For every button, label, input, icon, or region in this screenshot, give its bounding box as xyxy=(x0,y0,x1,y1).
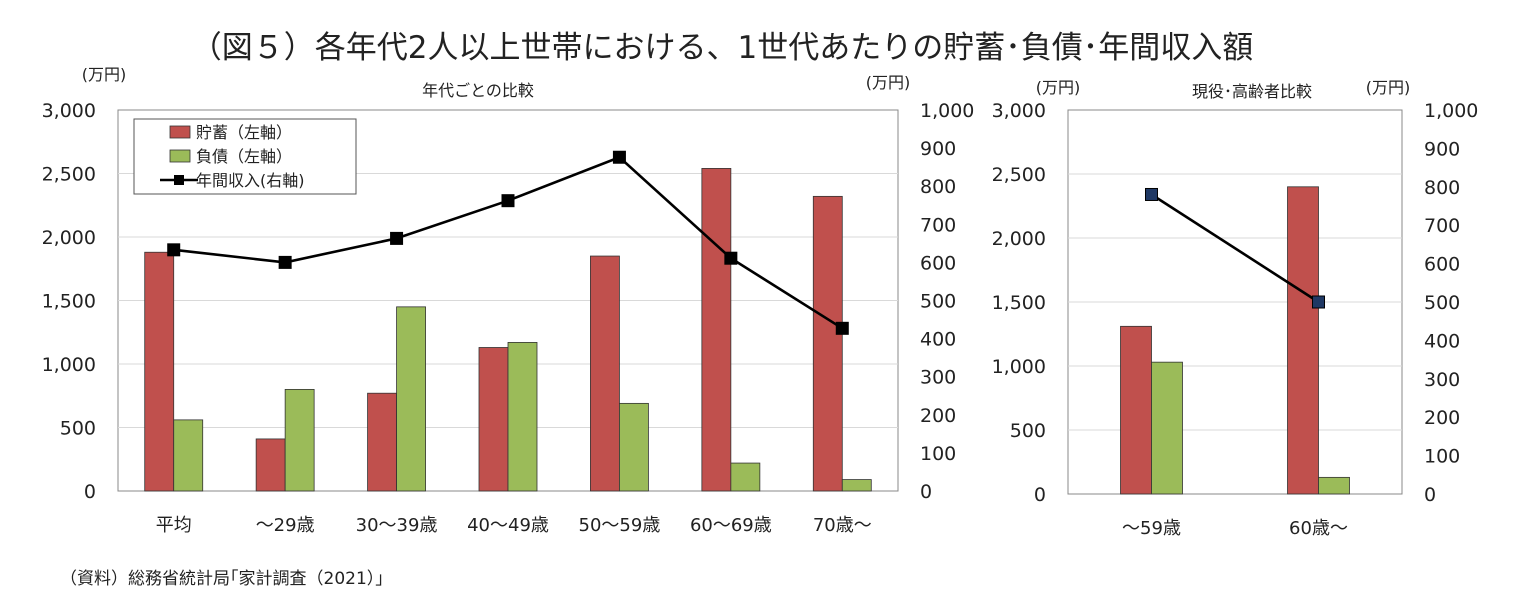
income-marker xyxy=(278,255,292,269)
y-right-tick-label: 600 xyxy=(920,252,956,274)
income-marker xyxy=(501,194,515,208)
y-left-tick-label: 2,500 xyxy=(42,164,96,186)
panel-subtitle: 現役･高齢者比較 xyxy=(1192,82,1312,101)
y-left-tick-label: 1,500 xyxy=(992,292,1046,314)
x-tick-label: ～29歳 xyxy=(256,515,315,536)
income-marker xyxy=(612,150,626,164)
legend-label: 負債（左軸） xyxy=(196,147,292,166)
chart-title: （図５）各年代2人以上世帯における、1世代あたりの貯蓄･負債･年間収入額 xyxy=(191,30,1253,66)
y-left-tick-label: 1,000 xyxy=(42,354,96,376)
panel-by-age: 0 500 1,000 1,500 2,000 2,500 3,000 0 100 200 300 4… xyxy=(42,65,975,536)
y-right-tick-label: 1,000 xyxy=(920,100,974,122)
y-left-tick-label: 2,000 xyxy=(42,227,96,249)
income-marker xyxy=(390,231,404,245)
legend: 貯蓄（左軸） 負債（左軸） 年間収入(右軸) xyxy=(133,118,357,195)
y-left-unit: (万円) xyxy=(82,65,127,84)
y-right-tick-label: 800 xyxy=(920,176,956,198)
y-right-tick-label: 400 xyxy=(1424,330,1460,352)
y-right-unit: (万円) xyxy=(1366,78,1411,97)
bar-debt xyxy=(396,306,426,492)
bar-savings xyxy=(255,438,286,492)
y-right-tick-label: 100 xyxy=(920,443,956,465)
y-right-unit: (万円) xyxy=(866,73,911,92)
bar-savings xyxy=(701,168,732,492)
y-left-tick-label: 1,000 xyxy=(992,356,1046,378)
bar-savings xyxy=(1287,186,1319,495)
y-left-tick-label: 2,500 xyxy=(992,164,1046,186)
y-right-tick-label: 0 xyxy=(1424,484,1436,506)
bar-debt xyxy=(1318,476,1350,495)
bar-debt xyxy=(841,479,872,492)
bar-savings xyxy=(144,251,175,492)
legend-swatch-debt xyxy=(169,149,191,163)
income-marker xyxy=(724,251,738,265)
y-left-tick-label: 3,000 xyxy=(42,100,96,122)
legend-swatch-savings xyxy=(169,125,191,139)
y-right-tick-label: 500 xyxy=(1424,292,1460,314)
bar-savings xyxy=(812,195,843,492)
bar-debt xyxy=(284,388,315,492)
panel-subtitle: 年代ごとの比較 xyxy=(422,81,534,100)
bar-debt xyxy=(507,342,538,492)
legend-label: 年間収入(右軸) xyxy=(196,171,305,190)
y-right-tick-label: 900 xyxy=(920,138,956,160)
x-tick-label: 40～49歳 xyxy=(467,515,549,536)
income-marker xyxy=(1312,295,1325,309)
x-tick-label: 平均 xyxy=(156,515,192,536)
panel-working-vs-elderly: 0 500 1,000 1,500 2,000 2,500 3,000 0 100 200 300 4… xyxy=(992,78,1479,539)
y-left-tick-label: 1,500 xyxy=(42,291,96,313)
y-right-tick-label: 600 xyxy=(1424,254,1460,276)
y-right-tick-label: 300 xyxy=(1424,369,1460,391)
income-marker xyxy=(167,243,181,257)
y-left-tick-label: 500 xyxy=(1010,420,1046,442)
y-left-tick-label: 3,000 xyxy=(992,100,1046,122)
y-right-tick-label: 400 xyxy=(920,329,956,351)
x-tick-label: 30～39歳 xyxy=(356,515,438,536)
y-left-tick-label: 0 xyxy=(1034,484,1046,506)
bar-savings xyxy=(590,255,620,492)
bar-debt xyxy=(730,462,761,492)
y-right-tick-label: 200 xyxy=(1424,407,1460,429)
bar-savings xyxy=(367,392,397,492)
y-right-tick-label: 500 xyxy=(920,291,956,313)
y-left-tick-label: 2,000 xyxy=(992,228,1046,250)
x-tick-label: ～59歳 xyxy=(1122,518,1181,539)
y-left-unit: (万円) xyxy=(1036,78,1081,97)
bar-savings xyxy=(478,347,509,492)
bar-debt xyxy=(173,419,204,492)
y-right-tick-label: 1,000 xyxy=(1424,100,1478,122)
x-tick-label: 60～69歳 xyxy=(690,515,772,536)
y-right-tick-label: 900 xyxy=(1424,138,1460,160)
source-note: （資料）総務省統計局｢家計調査（2021）｣ xyxy=(60,569,384,589)
income-marker xyxy=(1145,187,1158,201)
income-marker xyxy=(835,321,849,335)
y-left-tick-label: 500 xyxy=(60,418,96,440)
y-right-tick-label: 100 xyxy=(1424,446,1460,468)
x-tick-label: 60歳～ xyxy=(1289,518,1348,539)
legend-label: 貯蓄（左軸） xyxy=(196,123,292,142)
y-right-tick-label: 700 xyxy=(1424,215,1460,237)
bar-savings xyxy=(1120,325,1152,495)
x-tick-label: 50～59歳 xyxy=(579,515,661,536)
legend-box xyxy=(133,118,357,195)
bar-debt xyxy=(619,402,649,492)
x-tick-label: 70歳～ xyxy=(813,515,872,536)
y-right-tick-label: 700 xyxy=(920,214,956,236)
y-right-tick-label: 200 xyxy=(920,405,956,427)
legend-swatch-income-marker xyxy=(174,175,184,185)
income-line xyxy=(1150,193,1320,304)
y-left-tick-label: 0 xyxy=(84,481,96,503)
y-right-tick-label: 0 xyxy=(920,481,932,503)
y-right-tick-label: 300 xyxy=(920,367,956,389)
y-right-tick-label: 800 xyxy=(1424,177,1460,199)
bar-debt xyxy=(1151,361,1183,495)
